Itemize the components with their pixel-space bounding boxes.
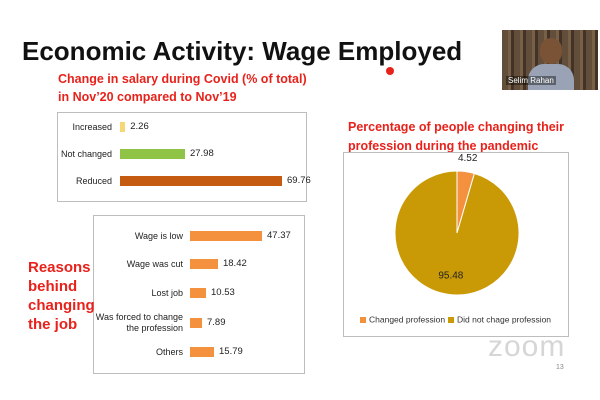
category-label: Others	[155, 346, 183, 357]
side-label: the job	[28, 316, 78, 333]
value-label: 10.53	[211, 287, 235, 298]
category-label: Reduced	[75, 175, 112, 186]
category-label: Wage was cut	[126, 258, 183, 269]
chart-title: Percentage of people changing their prof…	[348, 120, 565, 153]
head	[540, 38, 562, 64]
value-label: 47.37	[267, 230, 291, 241]
participant-name: Selim Rahan	[506, 76, 556, 85]
legend-label: Did not chage profession	[457, 314, 551, 324]
pointer	[386, 67, 394, 75]
value-label: 69.76	[287, 175, 311, 186]
bar	[120, 149, 185, 159]
bar	[120, 176, 282, 186]
value-label: 15.79	[219, 346, 243, 357]
value-label: 95.48	[438, 271, 463, 282]
category-label: Lost job	[151, 287, 183, 298]
bar	[190, 318, 202, 328]
side-label: behind	[28, 278, 78, 295]
slide-title: Economic Activity: Wage Employed	[22, 36, 463, 66]
category-label: Was forced to change the profession	[95, 312, 183, 333]
legend-label: Changed profession	[369, 314, 445, 324]
bar	[120, 122, 126, 132]
side-label: changing	[28, 297, 95, 314]
bar	[190, 288, 206, 298]
webcam[interactable]: Selim Rahan	[502, 30, 598, 90]
bar	[190, 259, 218, 269]
pie-slice	[394, 170, 520, 296]
value-label: 18.42	[222, 258, 247, 269]
category-label: Wage is low	[134, 230, 183, 241]
legend-swatch	[448, 317, 454, 323]
legend-swatch	[360, 317, 366, 323]
category-label: Not changed	[60, 148, 112, 159]
chart-title: Change in salary during Covid (% of tota…	[58, 72, 307, 86]
chart-title: in Nov’20 compared to Nov’19	[58, 90, 237, 104]
side-label: Reasons	[28, 259, 91, 276]
bar	[190, 347, 214, 357]
body	[528, 64, 574, 90]
value-label: 27.98	[189, 148, 214, 159]
category-label: Increased	[72, 121, 112, 132]
value-label: 2.26	[130, 121, 149, 132]
bar	[190, 231, 262, 241]
value-label: 7.89	[206, 317, 226, 328]
watermark: zoom	[488, 330, 566, 363]
value-label: 4.52	[458, 153, 478, 164]
page-number: 13	[556, 364, 564, 371]
